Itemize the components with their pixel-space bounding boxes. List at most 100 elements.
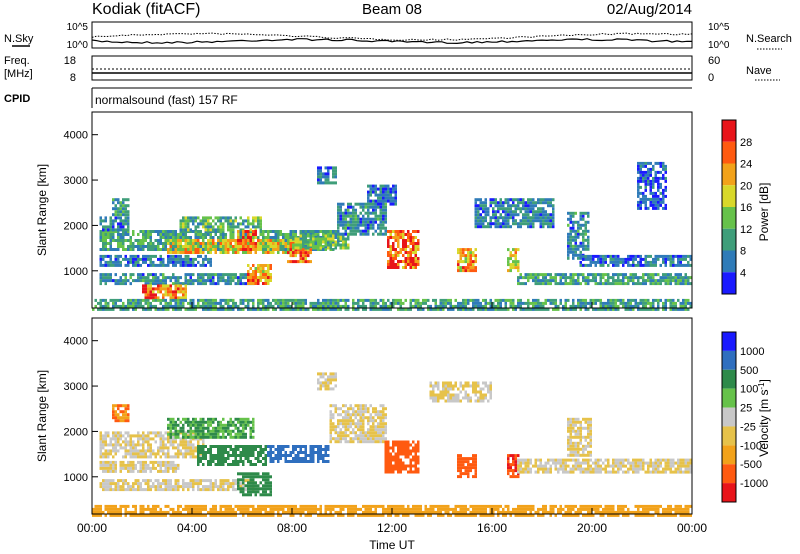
heatmap-cell <box>144 452 147 456</box>
heatmap-cell <box>142 488 145 492</box>
heatmap-cell <box>284 242 287 245</box>
heatmap-cell <box>472 298 475 302</box>
heatmap-cell <box>232 448 235 451</box>
heatmap-cell <box>484 213 487 217</box>
heatmap-cell <box>204 488 207 492</box>
heatmap-cell <box>344 214 347 218</box>
heatmap-cell <box>522 276 525 280</box>
heatmap-cell <box>157 263 160 267</box>
heatmap-cell <box>109 479 112 483</box>
heatmap-cell <box>167 440 170 444</box>
heatmap-cell <box>474 298 477 302</box>
heatmap-cell <box>562 276 565 280</box>
heatmap-cell <box>157 434 160 438</box>
heatmap-cell <box>642 164 645 168</box>
heatmap-cell <box>177 463 180 467</box>
heatmap-cell <box>144 257 147 261</box>
heatmap-cell <box>184 228 187 232</box>
heatmap-cell <box>524 213 527 217</box>
heatmap-cell <box>247 245 250 248</box>
heatmap-cell <box>349 425 352 429</box>
heatmap-cell <box>219 233 222 236</box>
heatmap-cell <box>174 469 177 473</box>
heatmap-cell <box>174 446 177 450</box>
heatmap-cell <box>202 233 205 236</box>
heatmap-cell <box>382 184 385 188</box>
heatmap-cell <box>124 437 127 441</box>
heatmap-cell <box>262 472 265 476</box>
heatmap-cell <box>537 273 540 277</box>
heatmap-cell <box>144 455 147 459</box>
heatmap-cell <box>219 451 222 454</box>
heatmap-cell <box>229 445 232 448</box>
heatmap-cell <box>237 279 240 283</box>
heatmap-cell <box>247 472 250 476</box>
heatmap-cell <box>127 304 130 308</box>
heatmap-cell <box>234 426 237 430</box>
heatmap-cell <box>127 245 130 248</box>
heatmap-cell <box>357 301 360 305</box>
heatmap-cell <box>559 282 562 286</box>
heatmap-cell <box>154 479 157 483</box>
heatmap-cell <box>609 304 612 308</box>
heatmap-cell <box>354 416 357 420</box>
heatmap-cell <box>117 437 120 441</box>
heatmap-cell <box>232 307 235 311</box>
heatmap-cell <box>114 239 117 242</box>
heatmap-cell <box>277 230 280 233</box>
heatmap-cell <box>234 239 237 242</box>
heatmap-cell <box>572 301 575 305</box>
heatmap-cell <box>664 276 667 280</box>
heatmap-cell <box>532 276 535 280</box>
heatmap-cell <box>137 455 140 459</box>
heatmap-cell <box>672 307 675 311</box>
heatmap-cell <box>302 457 305 460</box>
heatmap-cell <box>247 479 250 483</box>
heatmap-cell <box>122 446 125 450</box>
heatmap-cell <box>184 216 187 220</box>
heatmap-cell <box>257 475 260 479</box>
heatmap-cell <box>364 205 367 209</box>
heatmap-cell <box>199 279 202 283</box>
heatmap-cell <box>574 247 577 251</box>
heatmap-cell <box>102 225 105 229</box>
heatmap-cell <box>324 178 327 182</box>
heatmap-cell <box>229 304 232 308</box>
heatmap-cell <box>334 407 337 411</box>
heatmap-cell <box>117 228 120 232</box>
heatmap-cell <box>187 254 190 258</box>
heatmap-cell <box>199 222 202 226</box>
heatmap-cell <box>354 202 357 206</box>
heatmap-cell <box>577 282 580 286</box>
heatmap-cell <box>192 301 195 305</box>
heatmap-cell <box>414 236 417 239</box>
heatmap-cell <box>482 207 485 211</box>
heatmap-cell <box>329 431 332 435</box>
heatmap-cell <box>137 245 140 248</box>
heatmap-cell <box>627 279 630 283</box>
heatmap-cell <box>484 207 487 211</box>
heatmap-cell <box>119 210 122 214</box>
heatmap-cell <box>132 230 135 233</box>
heatmap-cell <box>522 307 525 311</box>
heatmap-cell <box>452 304 455 308</box>
heatmap-cell <box>164 230 167 233</box>
heatmap-cell <box>134 257 137 261</box>
heatmap-cell <box>392 202 395 206</box>
heatmap-cell <box>262 276 265 279</box>
heatmap-cell <box>332 298 335 302</box>
heatmap-cell <box>102 245 105 248</box>
heatmap-cell <box>549 201 552 205</box>
heatmap-cell <box>407 233 410 236</box>
heatmap-cell <box>147 279 150 283</box>
heatmap-cell <box>664 260 667 264</box>
heatmap-cell <box>154 279 157 283</box>
heatmap-cell <box>247 242 250 245</box>
noise-right-tick-top: 10^5 <box>708 22 730 33</box>
heatmap-cell <box>517 269 520 273</box>
heatmap-cell <box>129 254 132 258</box>
heatmap-cell <box>282 445 285 448</box>
heatmap-cell <box>154 434 157 438</box>
heatmap-cell <box>107 304 110 308</box>
